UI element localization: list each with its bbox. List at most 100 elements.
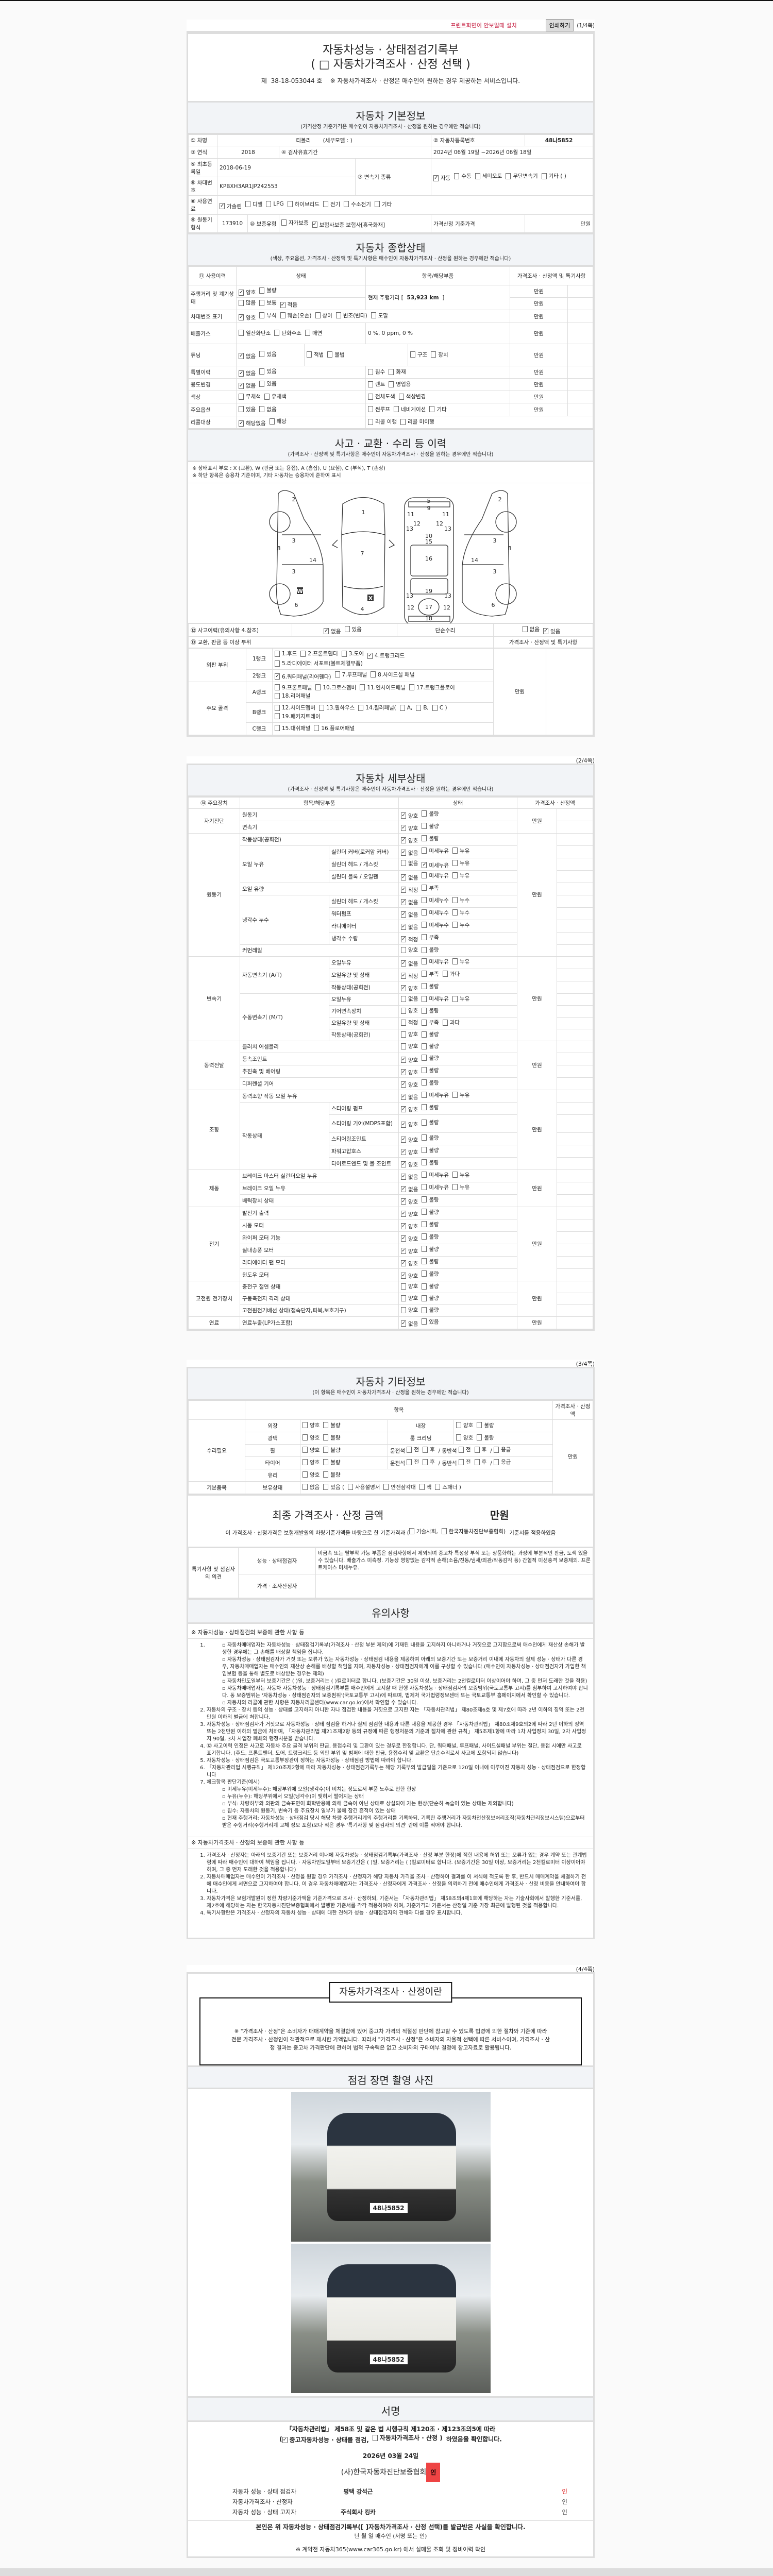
- checkbox-option[interactable]: 불량: [422, 1042, 439, 1050]
- checkbox-option[interactable]: 부식: [259, 312, 277, 319]
- checkbox-icon[interactable]: [422, 934, 427, 940]
- checkbox-checked-icon[interactable]: ✓: [401, 924, 406, 930]
- checkbox-option[interactable]: 양호: [401, 1042, 418, 1050]
- checkbox-icon[interactable]: [474, 1459, 480, 1465]
- checkbox-option[interactable]: 불법: [327, 351, 345, 359]
- checkbox-icon[interactable]: [422, 1119, 427, 1126]
- checkbox-option[interactable]: ✓ 있음: [543, 628, 560, 635]
- checkbox-icon[interactable]: [422, 909, 427, 916]
- checkbox-icon[interactable]: [422, 897, 427, 903]
- checkbox-option[interactable]: 불량: [422, 1282, 439, 1290]
- checkbox-icon[interactable]: [422, 810, 427, 817]
- price-note-cell[interactable]: [557, 907, 593, 920]
- checkbox-icon[interactable]: [423, 1459, 428, 1465]
- checkbox-option[interactable]: 많음: [239, 299, 256, 307]
- checkbox-option[interactable]: ✓ 양호: [401, 1198, 418, 1206]
- checkbox-icon[interactable]: [383, 1484, 389, 1490]
- checkbox-icon[interactable]: [259, 351, 265, 357]
- checkbox-icon[interactable]: [422, 1159, 427, 1165]
- checkbox-icon[interactable]: [522, 626, 528, 632]
- checkbox-icon[interactable]: [435, 1484, 441, 1490]
- checkbox-option[interactable]: 불량: [422, 1221, 439, 1228]
- checkbox-option[interactable]: ✓ 중고자동차성능 · 상태를 점검,: [282, 2436, 369, 2445]
- checkbox-option[interactable]: 무단변속기: [506, 172, 538, 180]
- checkbox-option[interactable]: 누유: [452, 847, 469, 855]
- checkbox-option[interactable]: ✓ 양호: [401, 1272, 418, 1280]
- checkbox-option[interactable]: 있음 (: [323, 1483, 344, 1491]
- checkbox-option[interactable]: 미세누유: [422, 1183, 449, 1191]
- checkbox-option[interactable]: 불량: [422, 1159, 439, 1166]
- checkbox-option[interactable]: 자가보증: [281, 219, 309, 227]
- checkbox-option[interactable]: 응급: [494, 1446, 511, 1453]
- checkbox-checked-icon[interactable]: ✓: [401, 899, 406, 905]
- checkbox-icon[interactable]: [401, 1295, 406, 1301]
- price-note-cell[interactable]: [557, 1316, 593, 1329]
- checkbox-option[interactable]: ✓ 양호: [401, 1247, 418, 1255]
- checkbox-option[interactable]: 없음: [401, 859, 418, 867]
- checkbox-option[interactable]: 양호: [401, 1306, 418, 1314]
- checkbox-icon[interactable]: [429, 406, 435, 413]
- checkbox-icon[interactable]: [303, 1447, 308, 1453]
- checkbox-checked-icon[interactable]: ✓: [312, 222, 317, 228]
- checkbox-option[interactable]: 7.루프패널: [334, 671, 367, 679]
- price-note-cell[interactable]: [557, 1218, 593, 1232]
- checkbox-icon[interactable]: [259, 299, 265, 306]
- install-print-link[interactable]: 프린트화면이 안보일때 설치: [450, 22, 517, 29]
- checkbox-option[interactable]: ✓ 양호: [401, 1161, 418, 1168]
- checkbox-option[interactable]: ✓ 양호: [401, 1223, 418, 1230]
- checkbox-icon[interactable]: [432, 704, 438, 711]
- checkbox-checked-icon[interactable]: ✓: [401, 1149, 406, 1155]
- price-note-cell[interactable]: [557, 1206, 593, 1219]
- checkbox-icon[interactable]: [303, 1471, 308, 1478]
- checkbox-option[interactable]: 전기: [323, 200, 340, 208]
- checkbox-option[interactable]: 불량: [422, 946, 439, 954]
- checkbox-option[interactable]: 불량: [422, 1233, 439, 1241]
- checkbox-checked-icon[interactable]: ✓: [367, 652, 373, 659]
- price-note-cell[interactable]: [557, 919, 593, 933]
- price-note-cell[interactable]: [557, 1144, 593, 1158]
- checkbox-checked-icon[interactable]: ✓: [401, 850, 406, 856]
- checkbox-option[interactable]: 누유: [452, 1091, 469, 1099]
- checkbox-option[interactable]: 후: [423, 1458, 435, 1466]
- price-note-cell[interactable]: [557, 1194, 593, 1207]
- checkbox-icon[interactable]: [374, 201, 380, 207]
- checkbox-option[interactable]: 18.리어패널: [275, 692, 310, 700]
- checkbox-option[interactable]: 누유: [452, 995, 469, 1003]
- checkbox-option[interactable]: 불량: [477, 1421, 494, 1429]
- checkbox-option[interactable]: ✓ 가솔린: [220, 202, 242, 210]
- checkbox-checked-icon[interactable]: ✓: [401, 1320, 406, 1327]
- checkbox-option[interactable]: 양호: [401, 1007, 418, 1014]
- checkbox-icon[interactable]: [452, 860, 458, 866]
- checkbox-checked-icon[interactable]: ✓: [220, 203, 225, 209]
- checkbox-icon[interactable]: [303, 1434, 308, 1441]
- checkbox-option[interactable]: 전: [407, 1446, 419, 1453]
- checkbox-icon[interactable]: [506, 173, 511, 179]
- checkbox-option[interactable]: 불량: [422, 1306, 439, 1314]
- checkbox-icon[interactable]: [422, 971, 427, 977]
- checkbox-icon[interactable]: [458, 1459, 464, 1465]
- checkbox-option[interactable]: 불량: [323, 1434, 341, 1442]
- checkbox-option[interactable]: 보통: [259, 299, 277, 307]
- checkbox-checked-icon[interactable]: ✓: [275, 673, 280, 680]
- checkbox-checked-icon[interactable]: ✓: [401, 1186, 406, 1192]
- checkbox-option[interactable]: 14.필러패널(: [358, 704, 396, 711]
- checkbox-icon[interactable]: [422, 1007, 427, 1014]
- price-note-cell[interactable]: [557, 845, 593, 858]
- checkbox-option[interactable]: A,: [399, 704, 412, 711]
- checkbox-option[interactable]: 전체도색: [368, 393, 395, 400]
- checkbox-icon[interactable]: [401, 1043, 406, 1049]
- checkbox-icon[interactable]: [315, 684, 321, 690]
- checkbox-checked-icon[interactable]: ✓: [401, 874, 406, 880]
- checkbox-icon[interactable]: [422, 946, 427, 953]
- checkbox-option[interactable]: 불량: [323, 1459, 341, 1466]
- checkbox-icon[interactable]: [452, 897, 458, 903]
- checkbox-icon[interactable]: [245, 201, 250, 207]
- checkbox-option[interactable]: ✓ 없음: [324, 628, 341, 635]
- checkbox-option[interactable]: 불량: [323, 1421, 341, 1429]
- checkbox-icon[interactable]: [422, 1233, 427, 1240]
- checkbox-option[interactable]: 양호: [303, 1446, 320, 1454]
- checkbox-option[interactable]: ✓ 없음: [401, 923, 418, 931]
- price-note-cell[interactable]: [557, 993, 593, 1006]
- checkbox-option[interactable]: 불량: [477, 1434, 494, 1442]
- checkbox-checked-icon[interactable]: ✓: [401, 936, 406, 942]
